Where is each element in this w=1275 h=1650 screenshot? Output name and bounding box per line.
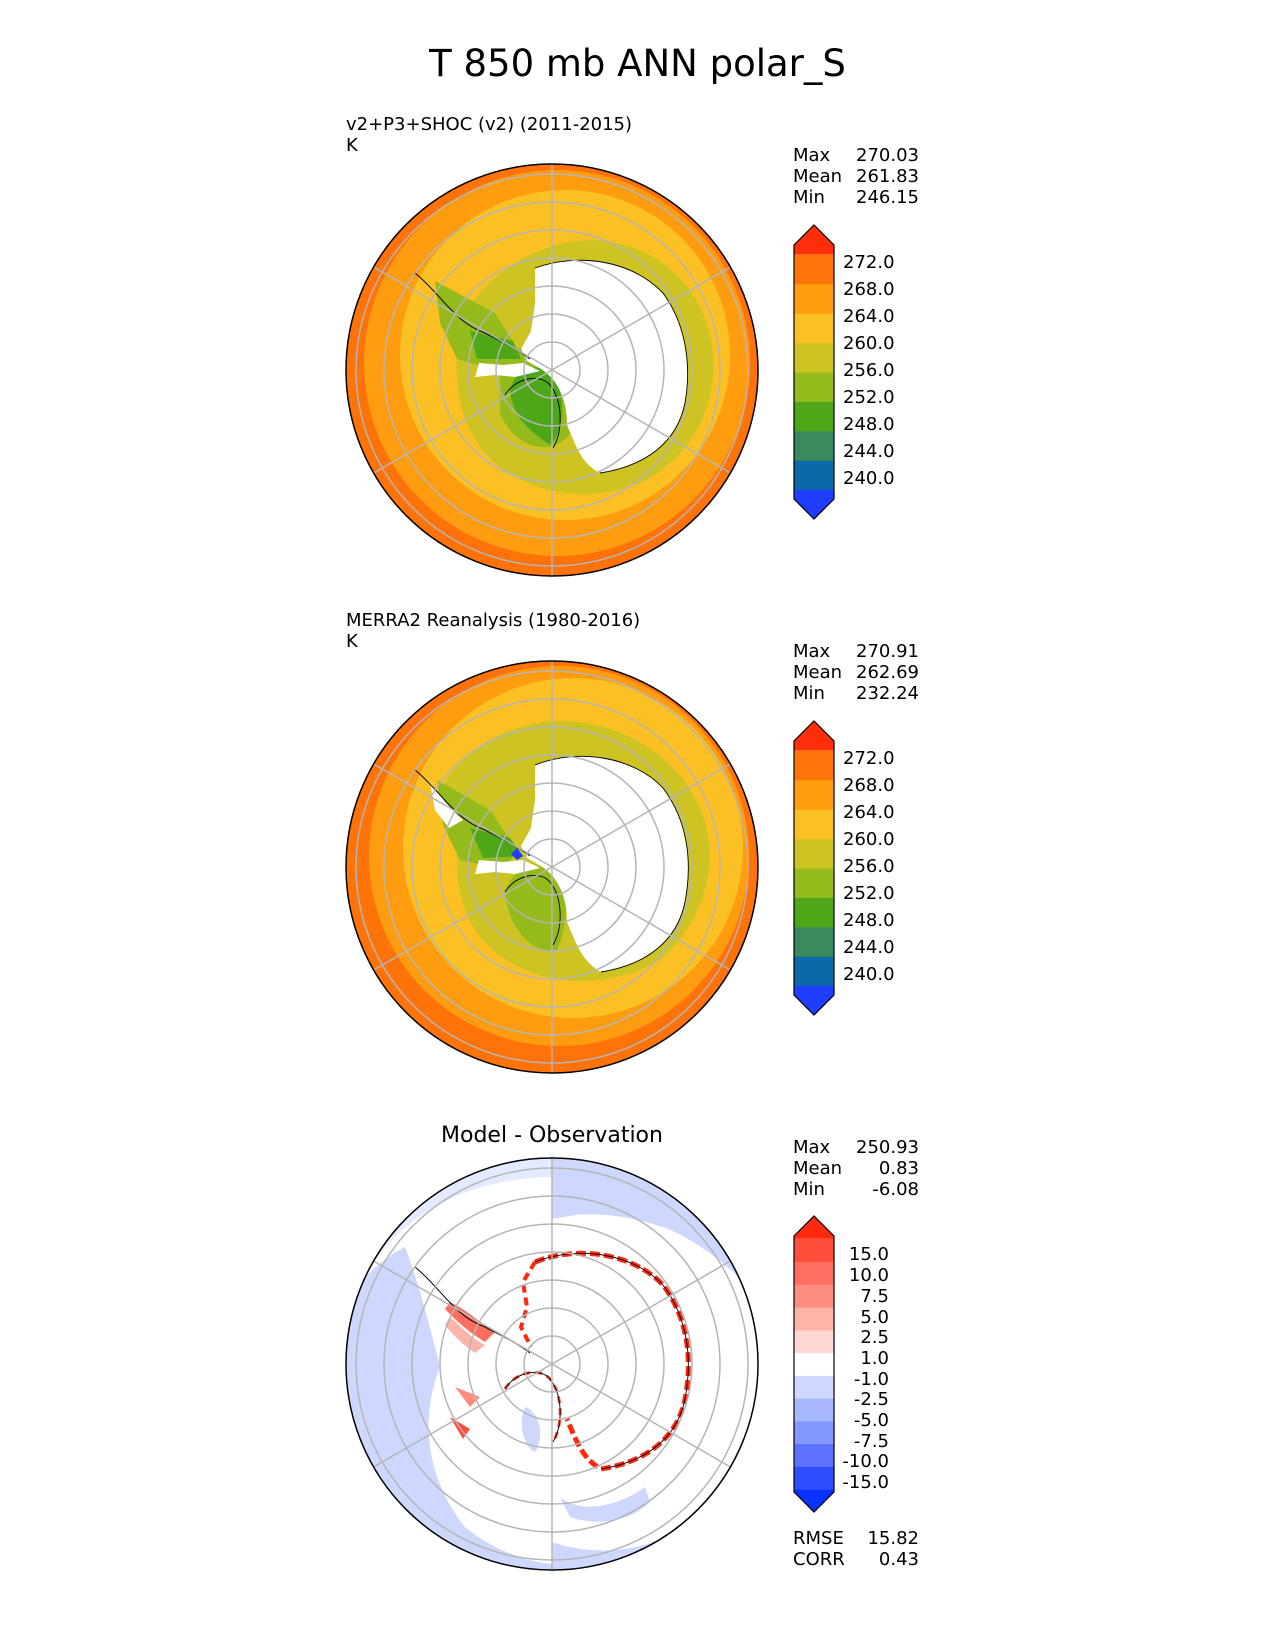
colorbar-tick-label: -2.5: [853, 1389, 889, 1410]
colorbar-segment: [794, 1375, 834, 1399]
colorbar-tick-label: 7.5: [860, 1286, 889, 1307]
colorbar-tick-label: 256.0: [843, 360, 895, 381]
colorbar-tick-label: 248.0: [843, 414, 895, 435]
stat-min: Min 232.24: [793, 683, 919, 704]
panel-1-title: v2+P3+SHOC (v2) (2011-2015): [346, 114, 633, 135]
panel-3-title: Model - Observation: [441, 1123, 663, 1148]
colorbar-tick-label: 272.0: [843, 252, 895, 273]
colorbar-segment: [794, 313, 834, 344]
colorbar-tick-label: 252.0: [843, 387, 895, 408]
figure-title: T 850 mb ANN polar_S: [429, 42, 846, 85]
panel-2-colorbar: [793, 720, 835, 1016]
colorbar-segment: [794, 809, 834, 840]
colorbar-segment: [794, 750, 834, 781]
colorbar-segment: [794, 1443, 834, 1467]
colorbar-segment: [794, 779, 834, 810]
stat-mean: Mean 262.69: [793, 662, 919, 683]
stat-max: Max 270.91: [793, 641, 919, 662]
panel-3-stats: Max 250.93 Mean 0.83 Min -6.08: [793, 1137, 919, 1200]
colorbar-segment: [794, 1329, 834, 1354]
colorbar-tick-label: 248.0: [843, 910, 895, 931]
colorbar-segment: [794, 372, 834, 402]
stat-mean: Mean 0.83: [793, 1158, 919, 1179]
panel-2-polar-map: [345, 660, 759, 1074]
colorbar-tick-label: 244.0: [843, 937, 895, 958]
colorbar-tick-label: 264.0: [843, 802, 895, 823]
colorbar-tick-label: -5.0: [853, 1410, 889, 1431]
colorbar-segment: [794, 1352, 834, 1376]
colorbar-segment: [794, 401, 834, 432]
stat-max: Max 250.93: [793, 1137, 919, 1158]
colorbar-segment: [794, 430, 834, 461]
colorbar-segment: [794, 1466, 834, 1490]
panel-3-colorbar-labels: 15.0 10.0 7.5 5.0 2.5 1.0 -1.0 -2.5 -5.0…: [0, 1215, 889, 1513]
panel-1-stats: Max 270.03 Mean 261.83 Min 246.15: [793, 145, 919, 208]
panel-3-polar-map: [345, 1157, 759, 1571]
panel-1-units: K: [346, 135, 358, 156]
colorbar-tick-label: 256.0: [843, 856, 895, 877]
panel-3-metrics: RMSE 15.82 CORR 0.43: [793, 1528, 919, 1570]
colorbar-segment: [794, 1238, 834, 1263]
colorbar-segment: [794, 1489, 834, 1512]
colorbar-tick-label: 10.0: [848, 1265, 889, 1286]
colorbar-tick-label: -15.0: [842, 1472, 889, 1493]
colorbar-tick-label: 260.0: [843, 829, 895, 850]
colorbar-tick-label: 272.0: [843, 748, 895, 769]
colorbar-segment: [794, 489, 834, 519]
panel-2-stats: Max 270.91 Mean 262.69 Min 232.24: [793, 641, 919, 704]
colorbar-tick-label: 264.0: [843, 306, 895, 327]
colorbar-tick-label: -7.5: [853, 1431, 889, 1452]
colorbar-segment: [794, 460, 834, 491]
colorbar-tick-label: -1.0: [853, 1369, 889, 1390]
colorbar-segment: [794, 838, 834, 869]
colorbar-segment: [794, 721, 834, 751]
colorbar-segment: [794, 225, 834, 255]
colorbar-tick-label: 240.0: [843, 964, 895, 985]
colorbar-segment: [794, 1398, 834, 1422]
colorbar-tick-label: -10.0: [842, 1451, 889, 1472]
colorbar-outline: [793, 720, 835, 1016]
colorbar-segment: [794, 1307, 834, 1331]
colorbar-segment: [794, 956, 834, 987]
colorbar-segment: [794, 897, 834, 928]
colorbar-tick-label: 5.0: [860, 1307, 889, 1328]
colorbar-tick-label: 15.0: [848, 1244, 889, 1265]
colorbar-tick-label: 268.0: [843, 279, 895, 300]
panel-1-colorbar: [793, 224, 835, 520]
colorbar-tick-label: 244.0: [843, 441, 895, 462]
colorbar-tick-label: 240.0: [843, 468, 895, 489]
panel-2-units: K: [346, 631, 358, 652]
stat-min: Min -6.08: [793, 1179, 919, 1200]
colorbar-tick-label: 268.0: [843, 775, 895, 796]
colorbar-segment: [794, 1420, 834, 1445]
colorbar-segment: [794, 1216, 834, 1239]
colorbar-tick-label: 252.0: [843, 883, 895, 904]
panel-1-polar-map: [345, 163, 759, 577]
panel-3-colorbar: [793, 1215, 835, 1513]
colorbar-tick-label: 1.0: [860, 1348, 889, 1369]
stat-min: Min 246.15: [793, 187, 919, 208]
colorbar-segment: [794, 1261, 834, 1285]
colorbar-segment: [794, 926, 834, 957]
metric-corr: CORR 0.43: [793, 1549, 919, 1570]
colorbar-outline: [793, 1215, 835, 1513]
colorbar-segment: [794, 868, 834, 898]
colorbar-segment: [794, 254, 834, 285]
stat-mean: Mean 261.83: [793, 166, 919, 187]
colorbar-segment: [794, 985, 834, 1015]
colorbar-outline: [793, 224, 835, 520]
colorbar-tick-label: 260.0: [843, 333, 895, 354]
colorbar-tick-label: 2.5: [860, 1327, 889, 1348]
colorbar-segment: [794, 342, 834, 373]
panel-2-title: MERRA2 Reanalysis (1980-2016): [346, 610, 641, 631]
colorbar-segment: [794, 283, 834, 314]
colorbar-segment: [794, 1284, 834, 1308]
stat-max: Max 270.03: [793, 145, 919, 166]
metric-rmse: RMSE 15.82: [793, 1528, 919, 1549]
